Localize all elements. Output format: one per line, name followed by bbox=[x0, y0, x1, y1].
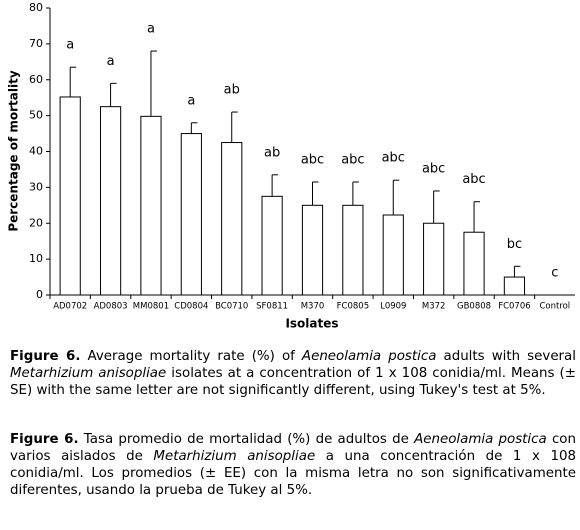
caption-text: Metarhizium anisopliae bbox=[153, 449, 316, 464]
bar bbox=[180, 133, 202, 296]
bar bbox=[463, 231, 485, 296]
bar bbox=[221, 142, 243, 296]
y-tick-label: 70 bbox=[29, 37, 43, 50]
significance-letter: bc bbox=[507, 237, 522, 252]
bar bbox=[382, 214, 404, 296]
y-tick-label: 40 bbox=[29, 145, 43, 158]
x-tick-label: AD0803 bbox=[94, 302, 128, 312]
y-tick-label: 0 bbox=[36, 288, 43, 301]
x-tick-label: Control bbox=[539, 302, 570, 312]
caption-text: Aeneolamia postica bbox=[301, 349, 437, 364]
y-tick-label: 20 bbox=[29, 216, 43, 229]
y-axis-title: Percentage of mortality bbox=[7, 70, 21, 231]
x-tick-label: M370 bbox=[301, 302, 325, 312]
caption-label: Figure 6. bbox=[10, 349, 81, 364]
y-tick-label: 80 bbox=[29, 1, 43, 14]
y-tick-label: 30 bbox=[29, 180, 43, 193]
caption-text: Tasa promedio de mortalidad (%) de adult… bbox=[78, 432, 415, 447]
significance-letter: abc bbox=[462, 172, 485, 187]
caption-text: Aeneolamia postica bbox=[414, 432, 547, 447]
x-tick-label: SF0811 bbox=[256, 302, 288, 312]
significance-letter: a bbox=[147, 22, 155, 37]
x-tick-label: GB0808 bbox=[457, 302, 491, 312]
significance-letter: ab bbox=[224, 83, 240, 98]
significance-letter: abc bbox=[382, 151, 405, 166]
x-tick-label: L0909 bbox=[380, 302, 406, 312]
significance-letter: abc bbox=[422, 161, 445, 176]
bar bbox=[261, 195, 283, 296]
y-tick-label: 10 bbox=[29, 252, 43, 265]
caption-text: isolates at a concentration of 1 x 108 c… bbox=[10, 366, 576, 398]
caption-text: adults with several bbox=[436, 349, 576, 364]
bar bbox=[140, 115, 162, 296]
y-tick-label: 60 bbox=[29, 73, 43, 86]
x-tick-label: MM0801 bbox=[133, 302, 169, 312]
caption-text: Metarhizium anisopliae bbox=[10, 366, 167, 381]
caption-label: Figure 6. bbox=[10, 432, 79, 447]
significance-letter: ab bbox=[264, 145, 280, 160]
x-tick-label: AD0702 bbox=[53, 302, 87, 312]
caption-text: a una concentración de 1 x 108 conidia/m… bbox=[10, 449, 577, 498]
x-tick-label: FC0706 bbox=[498, 302, 530, 312]
y-tick-label: 50 bbox=[29, 109, 43, 122]
bar bbox=[503, 276, 526, 296]
x-tick-label: FC0805 bbox=[337, 302, 369, 312]
significance-letter: c bbox=[551, 266, 558, 281]
significance-letter: a bbox=[187, 93, 195, 108]
bar bbox=[59, 96, 81, 296]
x-tick-label: CD0804 bbox=[174, 302, 208, 312]
caption-text: con varios aislados de bbox=[10, 432, 576, 464]
significance-letter: abc bbox=[341, 152, 364, 167]
x-tick-label: BC0710 bbox=[215, 302, 248, 312]
bar bbox=[301, 204, 324, 296]
x-tick-label: M372 bbox=[422, 302, 446, 312]
bar bbox=[99, 106, 122, 296]
bar bbox=[423, 222, 445, 296]
caption-text: Average mortality rate (%) of bbox=[80, 349, 302, 364]
significance-letter: abc bbox=[301, 152, 324, 167]
bar bbox=[342, 204, 364, 296]
significance-letter: a bbox=[107, 54, 115, 69]
caption-english: Figure 6. Average mortality rate (%) of … bbox=[10, 348, 576, 399]
caption-spanish: Figure 6. Tasa promedio de mortalidad (%… bbox=[10, 431, 576, 499]
x-axis-title: Isolates bbox=[285, 317, 338, 331]
chart: Percentage of mortality Isolates 0 10 20 30… bbox=[7, 1, 575, 331]
significance-letter: a bbox=[66, 38, 74, 53]
